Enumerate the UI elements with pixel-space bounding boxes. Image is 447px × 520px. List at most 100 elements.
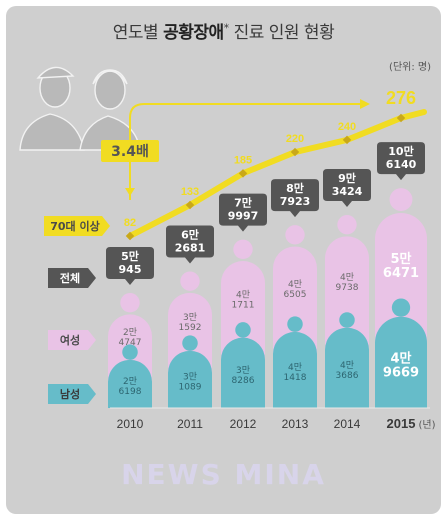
male-bar — [168, 350, 212, 408]
female-value-label: 4만 1711 — [232, 289, 255, 310]
male-bar — [325, 327, 369, 408]
male-bar — [375, 316, 427, 408]
female-head — [120, 293, 140, 313]
female-value-label-line: 4747 — [119, 338, 142, 348]
female-head — [180, 271, 200, 291]
male-value-label: 3만 8286 — [232, 365, 255, 386]
female-head — [285, 225, 305, 245]
senior-value-label: 185 — [234, 154, 252, 166]
senior-value-label: 133 — [181, 186, 199, 198]
year-unit-label: (년) — [418, 419, 435, 431]
female-value-label-line: 2만 — [123, 327, 137, 338]
senior-value-label: 240 — [338, 121, 356, 133]
male-value-label-line: 1089 — [179, 382, 202, 392]
female-value-label: 3만 1592 — [179, 312, 202, 333]
total-value-label: 8만 7923 — [280, 181, 311, 208]
male-value-label-line: 4만 — [390, 350, 411, 366]
male-value-label: 2만 6198 — [119, 376, 142, 397]
legend-male-label: 남성 — [60, 387, 80, 401]
male-bar — [108, 359, 152, 408]
legend-male-tag — [48, 384, 96, 404]
female-value-label-line: 4만 — [236, 289, 250, 300]
male-value-label-line: 4만 — [288, 362, 302, 373]
male-value-label-line: 2만 — [123, 376, 137, 387]
male-value-label-line: 9669 — [383, 365, 419, 380]
male-bar — [221, 337, 265, 408]
male-bar — [273, 331, 317, 408]
multiplier-label: 3.4배 — [111, 144, 149, 160]
total-value-label-line: 2681 — [175, 241, 206, 254]
total-value-label: 5만 945 — [119, 249, 142, 276]
female-value-label-line: 1592 — [179, 323, 202, 333]
senior-point — [290, 147, 300, 157]
x-tick-label: 2010 — [117, 417, 144, 431]
male-value-label-line: 6198 — [119, 387, 142, 397]
total-value-label: 6만 2681 — [175, 227, 206, 254]
unit-label: (단위: 명) — [389, 62, 431, 73]
total-value-label-line: 6만 — [181, 227, 199, 241]
male-value-label: 3만 1089 — [179, 371, 202, 392]
total-value-label-line: 10만 — [388, 144, 413, 158]
female-value-label: 5만 6471 — [383, 251, 419, 281]
total-value-label-line: 7만 — [234, 196, 252, 210]
total-value-label: 9만 3424 — [332, 171, 363, 198]
x-tick-label: 2011 — [177, 417, 203, 431]
title-suffix: 진료 인원 현황 — [233, 23, 335, 43]
x-tick-label: 2014 — [334, 417, 361, 431]
male-value-label: 4만 9669 — [383, 350, 419, 380]
female-value-label-line: 9738 — [336, 283, 359, 293]
growth-arrow: 3.4배 — [101, 99, 370, 200]
multiplier-badge — [101, 140, 159, 162]
male-value-label: 4만 3686 — [336, 360, 359, 381]
senior-value-label: 220 — [286, 133, 304, 145]
female-value-label: 4만 9738 — [336, 272, 359, 293]
total-callout — [323, 169, 371, 208]
x-tick-label: 2015 — [387, 416, 416, 431]
legend-female-tag — [48, 330, 96, 350]
male-value-label-line: 3만 — [183, 371, 197, 382]
growth-arrow-line — [129, 103, 360, 200]
male-head — [339, 312, 355, 328]
down-arrow-head — [125, 188, 135, 196]
female-value-label-line: 3만 — [183, 312, 197, 323]
total-value-label: 10만 6140 — [386, 144, 417, 171]
female-value-label: 2만 4747 — [119, 327, 142, 348]
legend-total-label: 전체 — [60, 271, 80, 285]
watermark: NEWS MINA — [121, 458, 326, 491]
total-value-label-line: 5만 — [121, 249, 139, 263]
total-value-label-line: 6140 — [386, 158, 417, 171]
total-callout — [377, 142, 425, 181]
senior-value-label: 82 — [124, 217, 136, 229]
title-mark: * — [223, 21, 230, 35]
legend-female-label: 여성 — [60, 333, 80, 347]
x-tick-label: 2013 — [282, 417, 309, 431]
female-value-label-line: 5만 — [390, 251, 411, 267]
female-value-label-line: 4만 — [288, 279, 302, 290]
total-value-label-line: 3424 — [332, 185, 363, 198]
senior-point — [396, 113, 406, 123]
male-value-label-line: 3만 — [236, 365, 250, 376]
male-head — [122, 344, 138, 360]
total-callout — [106, 247, 154, 286]
male-head — [182, 335, 198, 351]
female-head — [337, 215, 357, 235]
female-value-label-line: 1711 — [232, 300, 255, 310]
senior-line-series: 82 133 185 220 240 276 — [124, 88, 427, 241]
male-head — [287, 316, 303, 332]
male-head — [391, 298, 411, 317]
senior-point — [125, 231, 135, 241]
senior-point — [342, 135, 352, 145]
female-value-label-line: 6505 — [284, 290, 307, 300]
total-value-label-line: 7923 — [280, 195, 311, 208]
x-axis: 2010 2011 2012 2013 2014 2015 (년) — [110, 407, 436, 431]
male-head — [235, 322, 251, 338]
total-callout — [219, 193, 267, 232]
female-head — [233, 239, 253, 260]
male-value-label-line: 1418 — [284, 373, 307, 383]
male-value-label-line: 8286 — [232, 376, 255, 386]
male-value-label-line: 4만 — [340, 360, 354, 371]
female-value-label-line: 4만 — [340, 272, 354, 283]
